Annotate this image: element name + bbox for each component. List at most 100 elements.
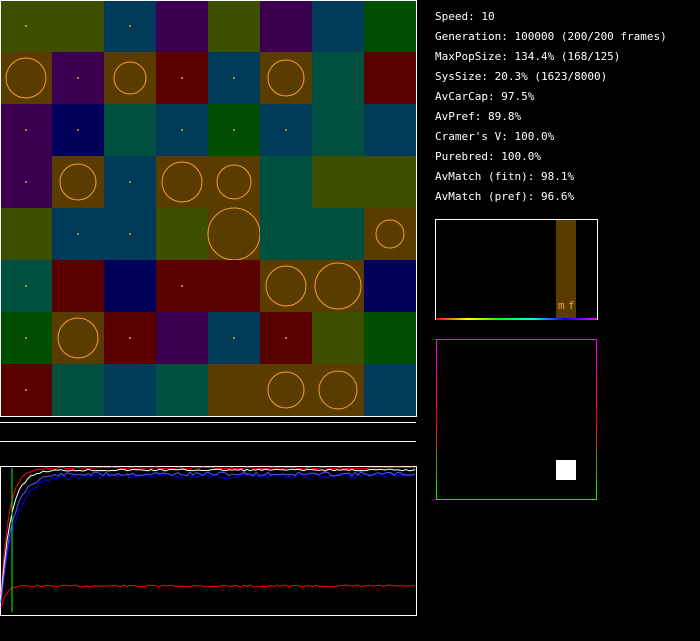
stat-line: AvMatch (pref): 96.6% (435, 190, 574, 203)
cell (0, 208, 52, 260)
population-dot (233, 77, 235, 79)
cell (260, 0, 312, 52)
population (57, 317, 99, 359)
population-dot (181, 77, 183, 79)
label-f: f (568, 299, 575, 312)
cell (0, 52, 52, 104)
population-dot (77, 77, 79, 79)
stat-line: MaxPopSize: 134.4% (168/125) (435, 50, 620, 63)
population-dot (25, 285, 27, 287)
population-dot (25, 389, 27, 391)
cell (260, 52, 312, 104)
graph-line (0, 584, 416, 608)
cell (312, 52, 364, 104)
graph-line (0, 468, 416, 599)
stat-line: SysSize: 20.3% (1623/8000) (435, 70, 607, 83)
cell (312, 260, 364, 312)
cell (260, 260, 312, 312)
stat-line: Generation: 100000 (200/200 frames) (435, 30, 667, 43)
population (161, 161, 203, 203)
cell (156, 208, 208, 260)
population (267, 59, 305, 97)
population-dot (233, 129, 235, 131)
stat-line: AvCarCap: 97.5% (435, 90, 535, 103)
cell (260, 364, 312, 416)
cell (364, 0, 416, 52)
cell (364, 312, 416, 364)
graph-line (0, 466, 416, 595)
cell (208, 260, 260, 312)
cell (104, 260, 156, 312)
histogram-bar (556, 220, 576, 318)
cell (208, 208, 260, 260)
cell (52, 312, 104, 364)
history-graph (0, 466, 417, 616)
preference-marker (556, 460, 576, 480)
cell (156, 312, 208, 364)
population-dot (285, 337, 287, 339)
population (265, 265, 307, 307)
cell (208, 156, 260, 208)
cell (52, 0, 104, 52)
stat-line: Cramer's V: 100.0% (435, 130, 555, 143)
population-dot (129, 233, 131, 235)
cell (364, 52, 416, 104)
stat-line: Purebred: 100.0% (435, 150, 541, 163)
cell (364, 104, 416, 156)
population-dot (181, 285, 183, 287)
cell (104, 104, 156, 156)
population (5, 57, 47, 99)
cell (52, 364, 104, 416)
cell (364, 260, 416, 312)
cell (104, 364, 156, 416)
population-dot (129, 25, 131, 27)
cell (156, 0, 208, 52)
cell (260, 156, 312, 208)
population (314, 262, 362, 310)
population (59, 163, 97, 201)
cell (260, 208, 312, 260)
cell (364, 208, 416, 260)
population (375, 219, 405, 249)
population-dot (233, 337, 235, 339)
cell (156, 364, 208, 416)
grid-border (0, 0, 417, 417)
population (216, 164, 252, 200)
population-dot (181, 129, 183, 131)
stat-line: AvPref: 89.8% (435, 110, 521, 123)
stat-line: AvMatch (fitn): 98.1% (435, 170, 574, 183)
cell (312, 208, 364, 260)
population-dot (129, 181, 131, 183)
population-dot (25, 181, 27, 183)
cell (156, 156, 208, 208)
graph-line (0, 471, 416, 602)
cell (312, 364, 364, 416)
cell (52, 260, 104, 312)
population-dot (77, 233, 79, 235)
cell (364, 364, 416, 416)
cell (364, 156, 416, 208)
cell (208, 364, 260, 416)
cell (208, 0, 260, 52)
graph-lines (0, 466, 416, 612)
population-dot (25, 25, 27, 27)
population-dot (129, 337, 131, 339)
population (318, 370, 358, 410)
world-grid (0, 0, 416, 416)
population-dot (77, 129, 79, 131)
cell (312, 104, 364, 156)
population (113, 61, 147, 95)
population-dot (285, 129, 287, 131)
cell (104, 52, 156, 104)
label-m: m (558, 299, 565, 312)
cell (312, 312, 364, 364)
cell (312, 156, 364, 208)
stats-panel: Speed: 10 Generation: 100000 (200/200 fra… (435, 10, 667, 203)
population-dot (25, 337, 27, 339)
stat-line: Speed: 10 (435, 10, 495, 23)
population (267, 371, 305, 409)
cell (52, 156, 104, 208)
histogram-axis (436, 318, 597, 320)
